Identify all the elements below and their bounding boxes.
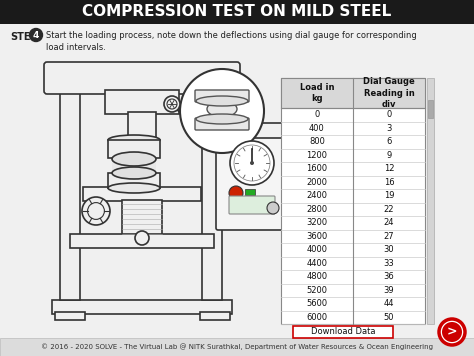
- Text: 1200: 1200: [307, 151, 328, 160]
- Circle shape: [250, 161, 254, 165]
- FancyBboxPatch shape: [293, 326, 393, 338]
- Text: COMPRESSION TEST ON MILD STEEL: COMPRESSION TEST ON MILD STEEL: [82, 5, 392, 20]
- Text: STEP: STEP: [10, 32, 37, 42]
- FancyBboxPatch shape: [428, 100, 433, 118]
- FancyBboxPatch shape: [70, 234, 214, 248]
- Circle shape: [439, 319, 465, 345]
- Text: 36: 36: [383, 272, 394, 281]
- Text: © 2016 - 2020 SOLVE - The Virtual Lab @ NITK Surathkal, Department of Water Reso: © 2016 - 2020 SOLVE - The Virtual Lab @ …: [41, 344, 433, 350]
- Text: 6000: 6000: [306, 313, 328, 322]
- Text: 4000: 4000: [307, 245, 328, 254]
- Text: 30: 30: [383, 245, 394, 254]
- Text: 12: 12: [384, 164, 394, 173]
- Text: 2800: 2800: [306, 205, 328, 214]
- Text: 400: 400: [309, 124, 325, 133]
- FancyBboxPatch shape: [108, 173, 160, 188]
- FancyBboxPatch shape: [195, 90, 249, 102]
- FancyBboxPatch shape: [128, 112, 156, 138]
- Text: 1600: 1600: [306, 164, 328, 173]
- Text: 19: 19: [384, 191, 394, 200]
- FancyBboxPatch shape: [202, 120, 222, 300]
- Text: 5600: 5600: [306, 299, 328, 308]
- Circle shape: [442, 322, 462, 342]
- Text: 27: 27: [383, 232, 394, 241]
- Text: 3200: 3200: [306, 218, 328, 227]
- Ellipse shape: [108, 183, 160, 193]
- Ellipse shape: [196, 96, 248, 106]
- Text: 9: 9: [386, 151, 392, 160]
- Text: 2400: 2400: [307, 191, 328, 200]
- Text: 22: 22: [384, 205, 394, 214]
- Circle shape: [88, 203, 104, 219]
- Circle shape: [180, 69, 264, 153]
- Text: >: >: [447, 325, 457, 339]
- Text: 800: 800: [309, 137, 325, 146]
- FancyBboxPatch shape: [281, 78, 425, 108]
- FancyBboxPatch shape: [200, 312, 230, 320]
- Circle shape: [82, 197, 110, 225]
- Text: 16: 16: [383, 178, 394, 187]
- Text: 3600: 3600: [306, 232, 328, 241]
- Text: Dial Gauge
Reading in
div: Dial Gauge Reading in div: [363, 77, 415, 109]
- Ellipse shape: [112, 167, 156, 179]
- Text: 0: 0: [314, 110, 319, 119]
- Ellipse shape: [207, 101, 237, 117]
- FancyBboxPatch shape: [195, 118, 249, 130]
- Circle shape: [167, 99, 177, 109]
- Circle shape: [234, 145, 270, 181]
- FancyBboxPatch shape: [55, 312, 85, 320]
- Text: 3: 3: [386, 124, 392, 133]
- Text: 24: 24: [384, 218, 394, 227]
- Text: 4400: 4400: [307, 259, 328, 268]
- FancyBboxPatch shape: [0, 338, 474, 356]
- Text: 4: 4: [33, 31, 39, 40]
- FancyBboxPatch shape: [112, 159, 156, 173]
- Ellipse shape: [196, 114, 248, 124]
- Text: Load in
kg: Load in kg: [300, 83, 334, 103]
- Circle shape: [267, 202, 279, 214]
- Polygon shape: [213, 123, 296, 138]
- Text: 50: 50: [384, 313, 394, 322]
- Ellipse shape: [108, 135, 160, 145]
- FancyBboxPatch shape: [245, 189, 255, 195]
- Text: 0: 0: [386, 110, 392, 119]
- Text: 33: 33: [383, 259, 394, 268]
- Circle shape: [230, 141, 274, 185]
- Circle shape: [135, 231, 149, 245]
- FancyBboxPatch shape: [229, 196, 275, 214]
- FancyBboxPatch shape: [44, 62, 240, 94]
- FancyBboxPatch shape: [60, 90, 80, 300]
- FancyBboxPatch shape: [105, 90, 179, 114]
- FancyBboxPatch shape: [122, 200, 162, 236]
- FancyBboxPatch shape: [216, 136, 288, 230]
- FancyBboxPatch shape: [281, 78, 425, 324]
- FancyBboxPatch shape: [0, 0, 474, 24]
- FancyBboxPatch shape: [427, 78, 434, 324]
- Text: Download Data: Download Data: [311, 328, 375, 336]
- Text: 2000: 2000: [307, 178, 328, 187]
- Text: 4800: 4800: [306, 272, 328, 281]
- Circle shape: [29, 28, 43, 42]
- Circle shape: [229, 186, 243, 200]
- Text: 5200: 5200: [307, 286, 328, 295]
- Text: 6: 6: [386, 137, 392, 146]
- Ellipse shape: [112, 152, 156, 166]
- FancyBboxPatch shape: [52, 300, 232, 314]
- Text: Start the loading process, note down the deflections using dial gauge for corres: Start the loading process, note down the…: [46, 31, 417, 52]
- Circle shape: [164, 96, 180, 112]
- FancyBboxPatch shape: [83, 187, 201, 201]
- Text: 44: 44: [384, 299, 394, 308]
- Text: 39: 39: [383, 286, 394, 295]
- FancyBboxPatch shape: [108, 140, 160, 158]
